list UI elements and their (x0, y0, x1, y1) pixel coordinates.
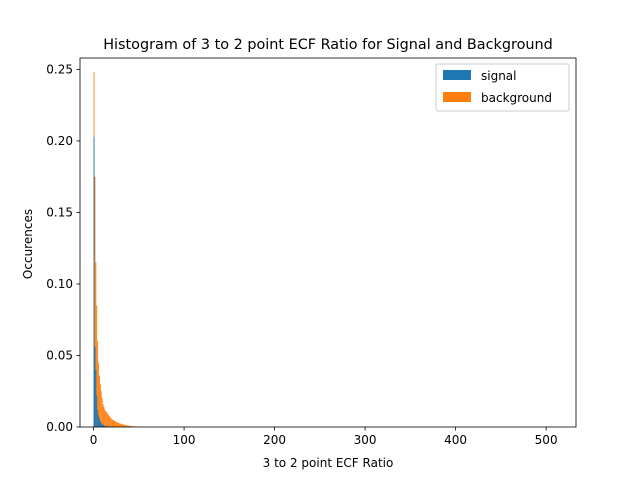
histogram-bar-background (120, 423, 122, 427)
histogram-bar-background (121, 424, 123, 427)
y-tick-label: 0.05 (46, 348, 73, 362)
legend-swatch-background (443, 92, 471, 102)
histogram-bar-signal (103, 425, 105, 427)
histogram-bar-background (100, 391, 102, 427)
legend-label-signal: signal (481, 69, 517, 83)
histogram-bar-background (98, 362, 100, 427)
y-tick-label: 0.20 (46, 134, 73, 148)
x-tick-label: 100 (173, 433, 196, 447)
x-tick-label: 400 (444, 433, 467, 447)
histogram-bar-background (128, 425, 130, 427)
histogram-bar-background (114, 420, 116, 427)
histogram-bar-background (109, 417, 111, 427)
histogram-bar-background (116, 421, 118, 427)
histogram-bar-background (97, 341, 99, 427)
axes-frame (79, 57, 577, 428)
histogram-bar-background (105, 411, 107, 427)
x-tick-label: 300 (354, 433, 377, 447)
histogram-bar-background (94, 176, 96, 427)
x-tick-label: 200 (263, 433, 286, 447)
histogram-bar-signal (94, 346, 96, 427)
histogram-bar-background (108, 416, 110, 427)
histogram-bar-background (96, 305, 98, 427)
histogram-bar-signal (95, 369, 97, 427)
legend: signal background (435, 63, 570, 112)
histogram-bar-background (115, 421, 117, 427)
x-tick-label: 500 (535, 433, 558, 447)
histogram-bar-signal (99, 421, 101, 427)
histogram-bar-background (99, 384, 101, 427)
x-tick-label: 0 (90, 433, 98, 447)
histogram-bar-signal (97, 409, 99, 427)
histogram-bar-signal (99, 418, 100, 427)
histogram-bar-signal (104, 426, 107, 427)
y-tick-label: 0.25 (46, 62, 73, 76)
histogram-bar-background (118, 423, 120, 427)
y-axis-label: Occurences (21, 209, 35, 279)
histogram-bar-background (122, 424, 124, 427)
y-tick-label: 0.10 (46, 277, 73, 291)
histogram-bar-background (129, 426, 132, 427)
y-tick-label: 0.00 (46, 420, 73, 434)
histogram-bar-signal (100, 422, 102, 427)
histogram-bar-background (127, 425, 128, 427)
ticks-layer: 0 100 200 300 400 500 0.00 0.05 0.10 0.15 0.20 0.25 (46, 62, 557, 447)
histogram-bar-background (126, 425, 128, 427)
histogram-bar-background (108, 414, 109, 427)
histogram-bar-background (99, 375, 100, 427)
histogram-bar-background (107, 413, 109, 427)
histogram-bar-background (102, 404, 104, 427)
legend-swatch-signal (443, 70, 471, 80)
histogram-bar-background (119, 423, 121, 427)
legend-label-background: background (481, 91, 552, 105)
histogram-bar-background (125, 425, 127, 427)
histogram-bar-signal (96, 395, 98, 427)
histogram-bar-background (110, 418, 112, 427)
chart-title: Histogram of 3 to 2 point ECF Ratio for … (103, 37, 553, 53)
histogram-bar-background (124, 424, 126, 427)
histogram-bar-background (113, 420, 115, 427)
histogram-bar-signal (102, 424, 104, 427)
histogram-bar-background (118, 422, 119, 427)
histogram-bar-background (95, 262, 97, 427)
histogram-bar-signal (93, 136, 95, 427)
histogram-bar-background (103, 406, 105, 427)
histogram-bar-signal (98, 415, 100, 427)
y-tick-label: 0.15 (46, 205, 73, 219)
histogram-bar-background (117, 422, 119, 427)
histogram-bar-background (127, 425, 129, 427)
x-axis-label: 3 to 2 point ECF Ratio (263, 456, 394, 470)
histogram-bar-background (104, 409, 106, 427)
histogram-bar-signal (101, 424, 103, 427)
histogram-bar-background (101, 398, 103, 427)
histogram-bar-background (111, 419, 113, 427)
histogram-bar-background (123, 424, 125, 427)
histogram-bar-background (106, 411, 108, 427)
histogram-bar-background (112, 419, 114, 427)
